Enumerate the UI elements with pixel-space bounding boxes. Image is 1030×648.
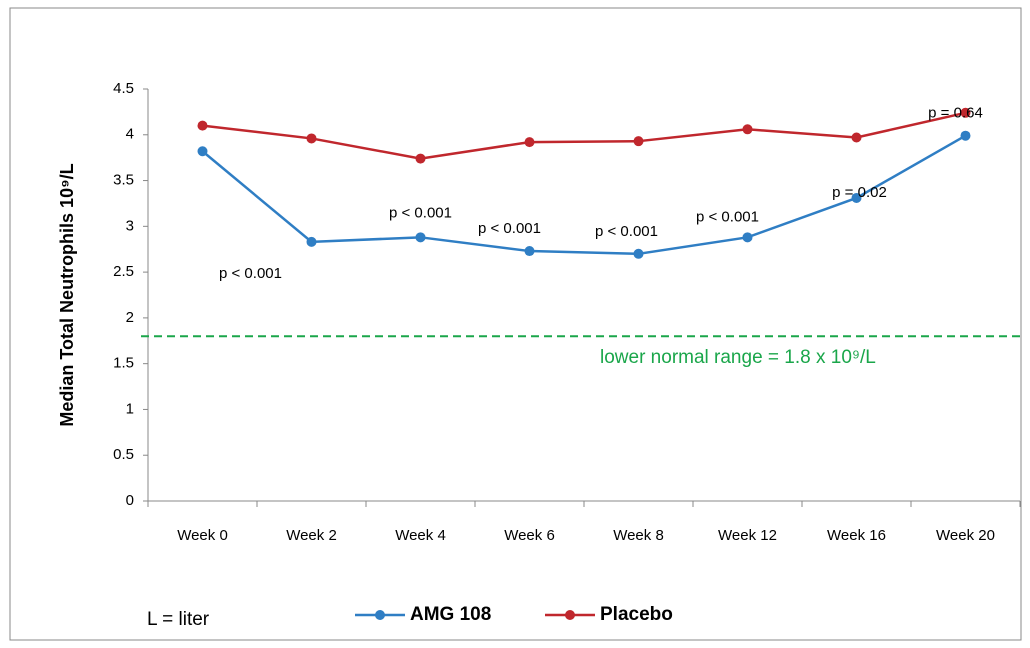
y-tick-label: 3.5: [113, 172, 134, 189]
p-value-label: p < 0.001: [696, 208, 759, 225]
x-tick-label: Week 4: [395, 527, 446, 544]
p-value-label: p < 0.001: [478, 220, 541, 237]
legend-label: Placebo: [600, 604, 673, 625]
y-tick-label: 2: [126, 309, 134, 326]
y-tick-label: 4: [126, 126, 134, 143]
x-tick-label: Week 12: [718, 527, 777, 544]
footnote: L = liter: [147, 609, 210, 630]
x-tick-label: Week 20: [936, 527, 995, 544]
y-tick-label: 2.5: [113, 263, 134, 280]
series-point: [524, 137, 535, 148]
x-tick-label: Week 6: [504, 527, 555, 544]
series-point: [960, 107, 971, 118]
p-value-label: p < 0.001: [389, 204, 452, 221]
series-point: [742, 124, 753, 135]
series-line: [201, 134, 967, 256]
p-value-label: p < 0.001: [595, 223, 658, 240]
legend-label: AMG 108: [410, 604, 491, 625]
p-value-label: p < 0.001: [219, 265, 282, 282]
series-point: [197, 146, 208, 157]
legend-marker: [565, 610, 575, 620]
series-point: [851, 192, 862, 203]
y-axis-label: Median Total Neutrophils 10⁹/L: [57, 163, 77, 426]
series-point: [742, 232, 753, 243]
x-tick-label: Week 0: [177, 527, 228, 544]
series-point: [415, 153, 426, 164]
y-tick-label: 4.5: [113, 80, 134, 97]
p-value-label: p = 0.64: [928, 105, 983, 122]
series-point: [633, 136, 644, 147]
series-point: [851, 132, 862, 143]
series-point: [306, 133, 317, 144]
series-point: [415, 232, 426, 243]
series-point: [197, 120, 208, 131]
reference-label: lower normal range = 1.8 x 10⁹/L: [600, 347, 876, 368]
y-tick-label: 0.5: [113, 446, 134, 463]
x-tick-label: Week 16: [827, 527, 886, 544]
y-tick-label: 1.5: [113, 355, 134, 372]
series-point: [524, 246, 535, 257]
series-line: [202, 111, 966, 160]
x-tick-label: Week 8: [613, 527, 664, 544]
y-tick-label: 0: [126, 492, 134, 509]
series-point: [633, 248, 644, 259]
y-tick-label: 3: [126, 217, 134, 234]
p-value-label: p = 0.02: [832, 184, 887, 201]
x-tick-label: Week 2: [286, 527, 337, 544]
series-point: [960, 130, 971, 141]
legend-marker: [375, 610, 385, 620]
chart-border: [9, 7, 1022, 641]
y-tick-label: 1: [126, 400, 134, 417]
series-point: [306, 236, 317, 247]
